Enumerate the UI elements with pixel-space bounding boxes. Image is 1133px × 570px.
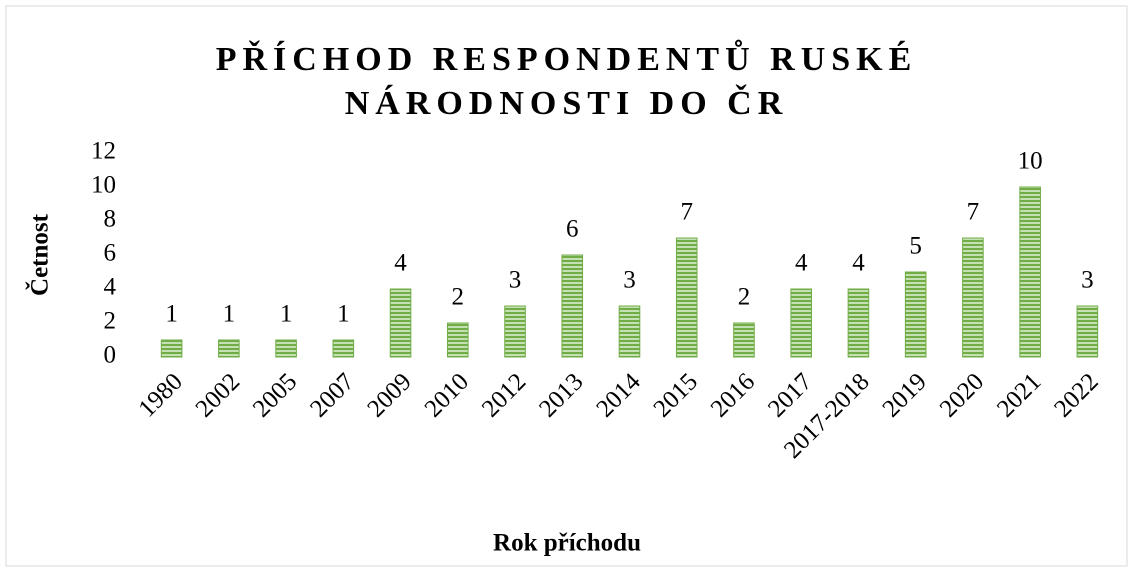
bar — [618, 305, 641, 358]
data-label: 2 — [738, 284, 751, 311]
x-tick-label: 2009 — [362, 368, 416, 422]
data-label: 5 — [909, 233, 922, 260]
y-tick-label: 2 — [104, 308, 117, 335]
x-tick-label: 2022 — [1049, 368, 1103, 422]
x-tick-label: 2019 — [878, 368, 932, 422]
y-tick-label: 12 — [91, 138, 116, 165]
y-axis-label: Četnost — [25, 213, 54, 296]
x-tick-label: 2016 — [706, 368, 760, 422]
data-label: 3 — [509, 267, 522, 294]
bar — [160, 339, 183, 358]
bar — [332, 339, 355, 358]
bar — [389, 288, 412, 358]
data-label: 2 — [452, 284, 465, 311]
bar — [675, 237, 698, 358]
x-tick-label: 2002 — [191, 368, 245, 422]
x-axis-label: Rok příchodu — [493, 530, 641, 557]
y-tick-label: 10 — [91, 172, 116, 199]
x-tick-label: 2005 — [248, 368, 302, 422]
bar — [1076, 305, 1099, 358]
x-tick-label: 2012 — [477, 368, 531, 422]
bar — [218, 339, 240, 358]
x-tick-label: 1980 — [133, 368, 187, 422]
y-tick-label: 4 — [104, 274, 117, 301]
bar — [1019, 186, 1041, 358]
bar — [561, 254, 584, 358]
x-tick-label: 2015 — [649, 368, 703, 422]
x-tick-label: 2020 — [935, 368, 989, 422]
bar — [847, 288, 870, 358]
data-label: 1 — [337, 301, 350, 328]
data-label: 7 — [967, 199, 980, 226]
data-label: 4 — [852, 250, 865, 277]
data-label: 1 — [165, 301, 178, 328]
data-label: 4 — [795, 250, 808, 277]
data-label: 10 — [1018, 148, 1043, 175]
y-tick-label: 6 — [104, 240, 117, 267]
chart-title: PŘÍCHOD RESPONDENTŮ RUSKÉ NÁRODNOSTI DO … — [215, 41, 918, 122]
data-label: 4 — [394, 250, 407, 277]
x-tick-label: 2021 — [992, 368, 1046, 422]
x-tick-label: 2010 — [420, 368, 474, 422]
bar — [790, 288, 813, 358]
y-tick-label: 8 — [104, 206, 117, 233]
data-label: 6 — [566, 216, 579, 243]
x-tick-label: 2007 — [305, 368, 359, 422]
x-tick-label: 2013 — [534, 368, 588, 422]
bar — [733, 322, 755, 358]
chart-frame — [5, 5, 1128, 567]
bar — [962, 237, 984, 358]
data-label: 1 — [223, 301, 236, 328]
bar — [446, 322, 469, 358]
data-label: 1 — [280, 301, 293, 328]
data-label: 3 — [1081, 267, 1094, 294]
bar — [275, 339, 297, 358]
data-label: 3 — [623, 267, 636, 294]
bar — [904, 271, 927, 358]
x-tick-label: 2014 — [591, 368, 646, 423]
data-label: 7 — [680, 199, 693, 226]
bar — [504, 305, 526, 358]
y-tick-label: 0 — [104, 342, 117, 369]
